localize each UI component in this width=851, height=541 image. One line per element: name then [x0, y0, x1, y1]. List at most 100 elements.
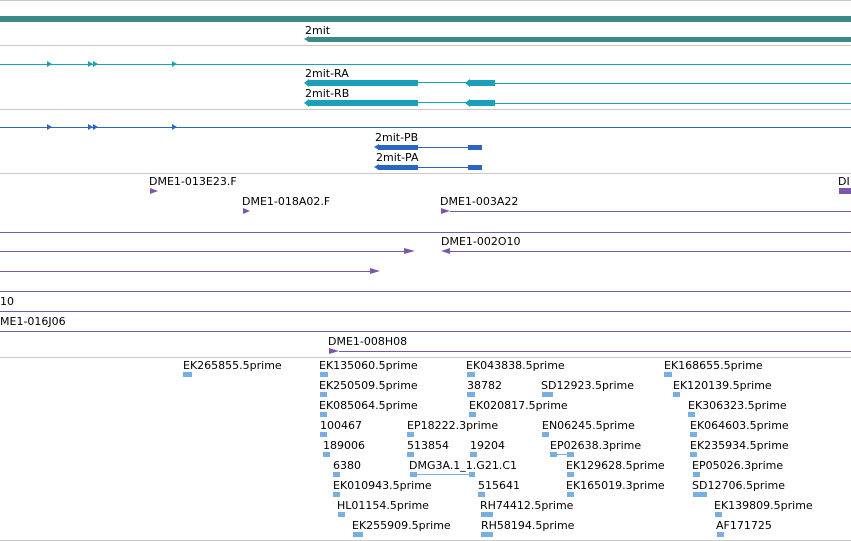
protein-exon[interactable] — [468, 165, 482, 170]
clone-feature[interactable] — [441, 208, 450, 214]
est-feature[interactable] — [469, 472, 475, 477]
arrow-left-icon — [304, 36, 309, 42]
protein-intron — [418, 147, 468, 148]
mrna-utr-line — [495, 103, 851, 104]
arrow-left-icon — [465, 99, 470, 107]
protein-feature-pb[interactable] — [378, 145, 418, 150]
est-feature[interactable] — [481, 512, 493, 517]
protein-overview-line[interactable] — [0, 127, 851, 128]
clone-line — [450, 251, 851, 252]
est-feature[interactable] — [478, 492, 485, 497]
est-feature[interactable] — [673, 392, 680, 397]
est-feature[interactable] — [407, 432, 414, 437]
clone-label: DME1-008H08 — [328, 335, 408, 348]
arrow-right-icon — [93, 124, 98, 130]
est-feature[interactable] — [693, 492, 707, 497]
clone-feature[interactable] — [370, 268, 380, 274]
track-separator — [0, 357, 851, 358]
clone-feature[interactable] — [404, 248, 415, 254]
arrow-right-icon — [88, 61, 93, 67]
est-feature[interactable] — [183, 372, 192, 377]
est-feature[interactable] — [567, 472, 574, 477]
est-feature[interactable] — [542, 392, 553, 397]
clone-feature[interactable] — [839, 188, 851, 194]
est-label: SD12706.5prime — [692, 479, 785, 492]
est-feature[interactable] — [567, 492, 574, 497]
clone-feature[interactable] — [329, 348, 339, 354]
est-feature[interactable] — [467, 392, 475, 397]
clone-label: 10 — [0, 295, 14, 308]
clone-label: DME1-002O10 — [441, 235, 521, 248]
gene-overview-bar[interactable] — [0, 16, 851, 22]
clone-line[interactable] — [0, 232, 851, 233]
est-label: EK085064.5prime — [319, 399, 418, 412]
est-label: 19204 — [470, 439, 505, 452]
est-feature[interactable] — [550, 452, 557, 457]
mrna-label-rb: 2mit-RB — [305, 87, 350, 100]
est-feature[interactable] — [469, 412, 476, 417]
clone-line[interactable] — [0, 271, 372, 272]
mrna-label-ra: 2mit-RA — [305, 67, 349, 80]
est-feature[interactable] — [320, 432, 327, 437]
track-separator — [0, 173, 851, 174]
clone-label: DME1-003A22 — [440, 195, 519, 208]
est-label: 513854 — [407, 439, 449, 452]
clone-feature[interactable] — [150, 188, 158, 194]
clone-label: DME1-018A02.F — [242, 195, 331, 208]
est-feature[interactable] — [715, 512, 722, 517]
protein-label-pa: 2mit-PA — [376, 151, 419, 164]
est-label: SD12923.5prime — [541, 379, 634, 392]
est-feature[interactable] — [338, 512, 345, 517]
est-feature[interactable] — [353, 532, 363, 537]
est-label: 6380 — [333, 459, 361, 472]
est-label: EK265855.5prime — [183, 359, 282, 372]
est-feature[interactable] — [467, 372, 475, 377]
est-feature[interactable] — [320, 412, 327, 417]
clone-feature[interactable] — [243, 208, 250, 214]
est-feature[interactable] — [690, 432, 697, 437]
est-feature[interactable] — [333, 492, 340, 497]
clone-label: ME1-016J06 — [0, 315, 66, 328]
gene-feature-2mit[interactable] — [308, 37, 851, 42]
mrna-exon[interactable] — [469, 80, 495, 86]
est-feature[interactable] — [690, 452, 697, 457]
est-label: EP05026.3prime — [692, 459, 784, 472]
clone-line[interactable] — [0, 311, 851, 312]
est-feature[interactable] — [717, 532, 724, 537]
est-label: EP18222.3prime — [407, 419, 499, 432]
arrow-right-icon — [93, 61, 98, 67]
est-feature[interactable] — [688, 412, 695, 417]
est-feature[interactable] — [320, 392, 327, 397]
est-feature[interactable] — [320, 372, 328, 377]
protein-exon[interactable] — [468, 145, 482, 150]
est-feature[interactable] — [323, 452, 330, 457]
est-feature[interactable] — [470, 452, 477, 457]
arrow-left-icon — [441, 248, 450, 254]
clone-line[interactable] — [0, 291, 851, 292]
clone-line[interactable] — [0, 251, 404, 252]
est-label: 100467 — [320, 419, 362, 432]
mrna-feature-ra[interactable] — [308, 80, 418, 86]
est-feature[interactable] — [333, 472, 340, 477]
arrow-right-icon — [47, 124, 52, 130]
est-feature[interactable] — [481, 532, 493, 537]
arrow-right-icon — [88, 124, 93, 130]
protein-intron — [418, 167, 468, 168]
est-feature[interactable] — [407, 452, 414, 457]
protein-feature-pa[interactable] — [378, 165, 418, 170]
gene-label: 2mit — [305, 24, 331, 37]
est-feature[interactable] — [410, 472, 417, 477]
est-label: EK306323.5prime — [688, 399, 787, 412]
protein-label-pb: 2mit-PB — [375, 131, 419, 144]
mrna-exon[interactable] — [469, 100, 495, 106]
est-feature[interactable] — [542, 432, 549, 437]
clone-line[interactable] — [0, 331, 851, 332]
est-feature[interactable] — [693, 472, 700, 477]
mrna-overview-line[interactable] — [0, 64, 851, 65]
est-feature[interactable] — [664, 372, 672, 377]
mrna-feature-rb[interactable] — [308, 100, 418, 106]
est-feature[interactable] — [567, 452, 574, 457]
est-label: EK120139.5prime — [673, 379, 772, 392]
est-label: RH74412.5prime — [480, 499, 574, 512]
est-label: HL01154.5prime — [337, 499, 429, 512]
